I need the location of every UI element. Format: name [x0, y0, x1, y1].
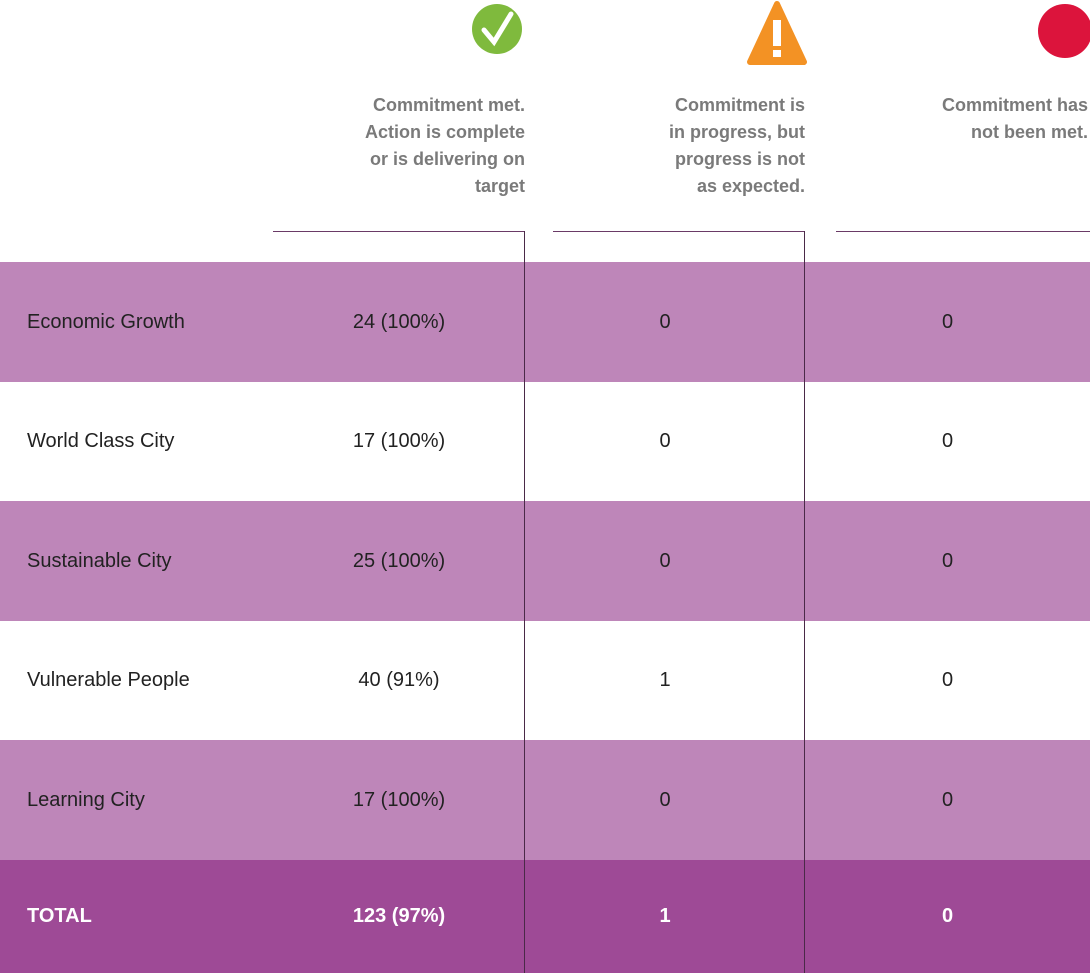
total-row: TOTAL 123 (97%) 1 0: [0, 860, 1090, 973]
column-rule: [524, 231, 525, 973]
column-rule: [804, 231, 805, 973]
cell: 0: [941, 669, 954, 691]
cell: 0: [941, 905, 954, 927]
table-row: Economic Growth 24 (100%) 0 0: [0, 262, 1090, 382]
cell: 123 (97%): [352, 905, 446, 927]
cell: World Class City: [27, 430, 175, 452]
table-row: World Class City 17 (100%) 0 0: [0, 381, 1090, 502]
icon-not-met: [1038, 4, 1090, 58]
exclaim-dot: [773, 50, 781, 57]
cell: 40 (91%): [358, 669, 440, 691]
cell: 0: [659, 788, 671, 811]
column-header: Commitment is in progress, but progress is…: [669, 92, 805, 200]
cell: 17 (100%): [352, 430, 446, 452]
cell: Sustainable City: [27, 549, 172, 572]
column-header: Commitment has not been met.: [942, 92, 1088, 146]
header-rule: [273, 231, 525, 232]
status-icons: [472, 1, 1090, 65]
cell: Vulnerable People: [27, 669, 190, 691]
cell: 0: [659, 430, 671, 452]
cell: 0: [941, 788, 954, 811]
column-header: Commitment met. Action is complete or is d…: [365, 92, 525, 200]
header-line: or is delivering on: [369, 149, 525, 169]
icon-met: [472, 4, 522, 54]
exclaim: [773, 20, 781, 46]
cell: 0: [941, 430, 954, 452]
header-line: progress is not: [674, 149, 805, 169]
cell: 1: [659, 905, 671, 927]
table-row: Vulnerable People 40 (91%) 1 0: [0, 620, 1090, 741]
header-line: Action is complete: [364, 122, 525, 142]
table-row: Learning City 17 (100%) 0 0: [0, 740, 1090, 860]
header-line: Commitment met.: [372, 95, 525, 115]
check: [481, 11, 514, 47]
cell: 0: [941, 549, 954, 572]
header-line: as expected.: [696, 176, 805, 196]
header-rule: [553, 231, 805, 232]
cell: 0: [659, 310, 671, 333]
cell: TOTAL: [27, 905, 92, 927]
header-rule: [836, 231, 1090, 232]
header-line: not been met.: [970, 122, 1088, 142]
table-row: Sustainable City 25 (100%) 0 0: [0, 501, 1090, 621]
header-line: Commitment has: [941, 95, 1088, 115]
header-line: in progress, but: [668, 122, 805, 142]
cell: 0: [659, 549, 671, 572]
cell: 1: [659, 669, 671, 691]
cell: Economic Growth: [27, 310, 185, 333]
cell: 0: [941, 310, 954, 333]
header-line: target: [474, 176, 525, 196]
cell: 17 (100%): [352, 788, 446, 811]
header-line: Commitment is: [674, 95, 805, 115]
cell: 24 (100%): [352, 310, 446, 333]
cell: 25 (100%): [352, 549, 446, 572]
cell: Learning City: [27, 788, 145, 811]
